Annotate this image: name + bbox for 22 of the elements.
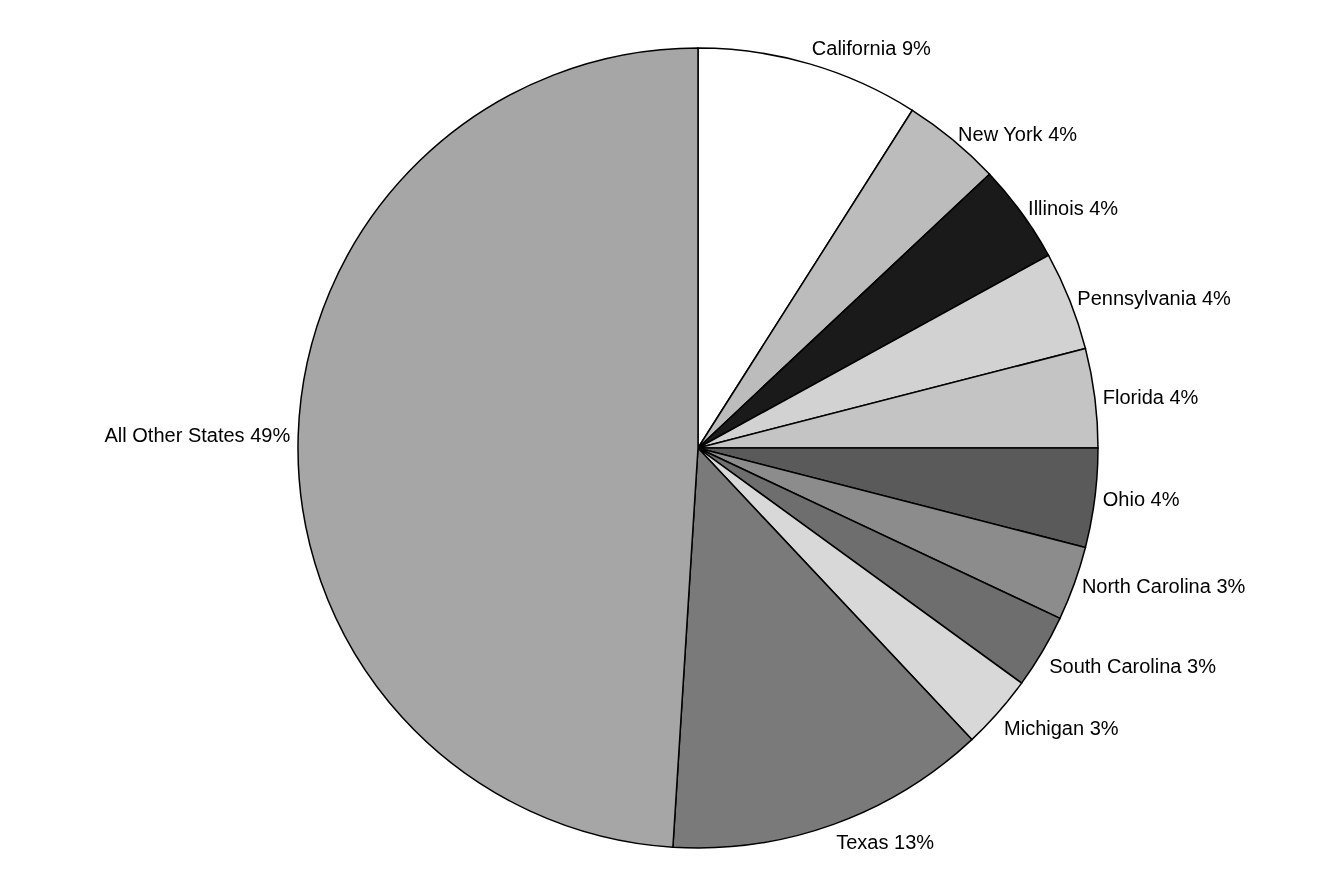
slice-label: California: [811, 37, 898, 60]
slice-label: Florida: [1102, 385, 1165, 408]
data-label: 4%: [1083, 197, 1119, 220]
slice-label: All Other States: [104, 424, 245, 447]
data-label: 49%: [244, 424, 291, 447]
data-label: 4%: [1163, 385, 1199, 408]
slice-label: North Carolina: [1081, 575, 1212, 598]
slice-label: New York: [958, 122, 1044, 145]
slice-label: South Carolina: [1049, 654, 1183, 677]
slice-label: Michigan: [1004, 716, 1085, 739]
data-label: 3%: [1181, 654, 1217, 677]
data-label: 4%: [1196, 286, 1231, 309]
slice-label: Ohio: [1102, 488, 1146, 511]
data-label: 13%: [888, 830, 935, 853]
slice-label: Pennsylvania: [1077, 286, 1198, 309]
data-label: 4%: [1042, 122, 1078, 145]
data-label: 4%: [1145, 488, 1180, 511]
data-label: 9%: [896, 37, 931, 60]
data-label: 3%: [1084, 716, 1119, 739]
slice-label: Texas: [836, 830, 889, 853]
data-label: 3%: [1210, 575, 1246, 598]
slice-label: Illinois: [1028, 197, 1084, 220]
